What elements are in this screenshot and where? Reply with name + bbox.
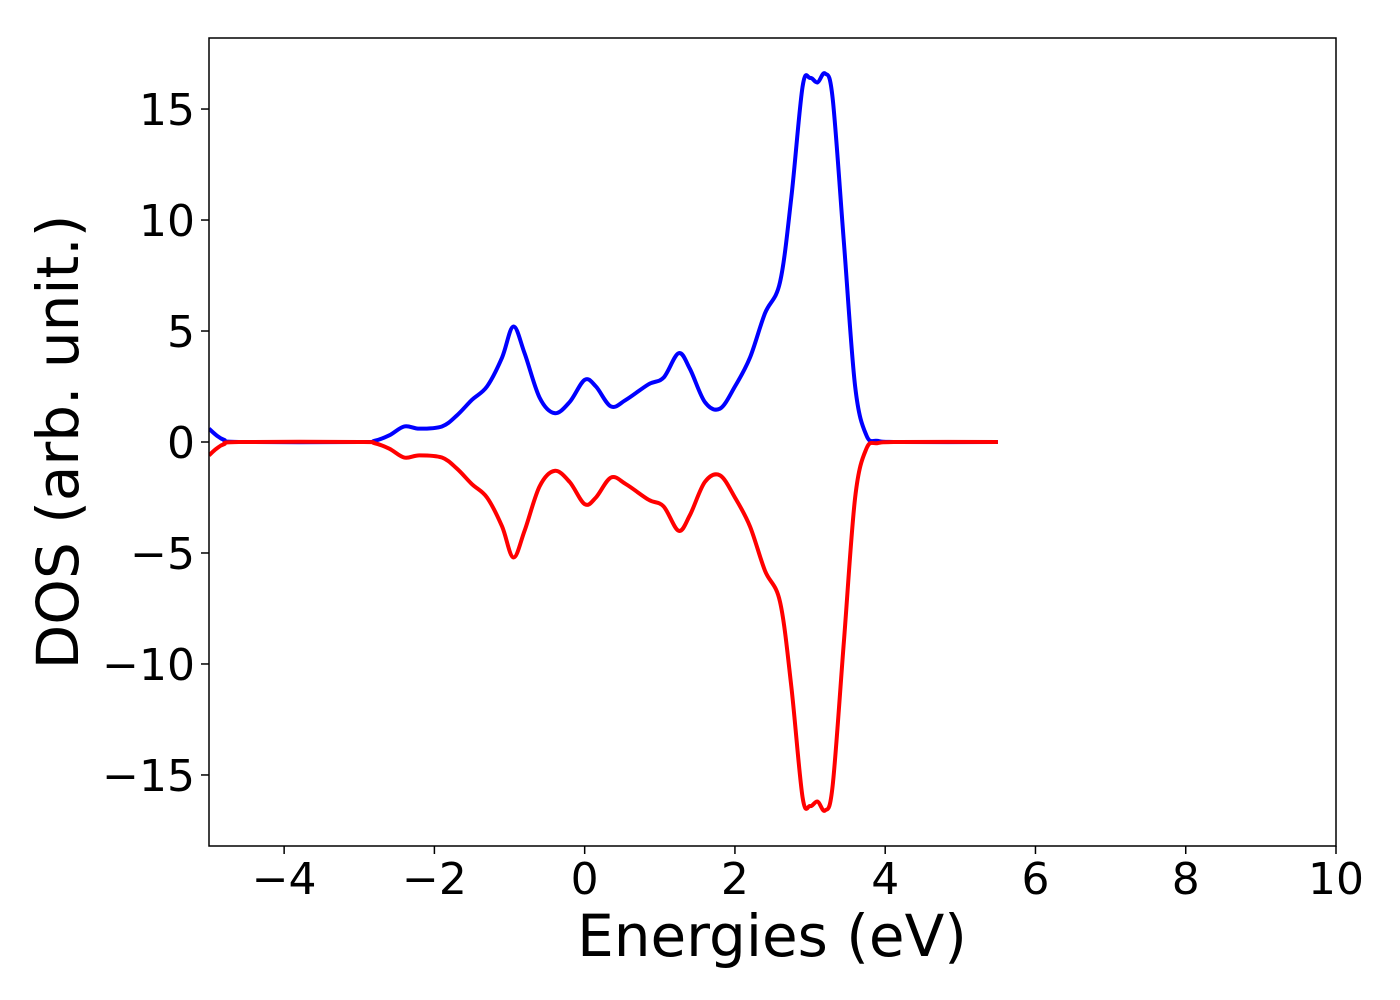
y-axis-label: DOS (arb. unit.) (24, 215, 92, 670)
series-line-0 (209, 71, 998, 445)
x-axis-ticks: −4 −2 0 2 4 6 8 10 (252, 846, 1364, 905)
y-tick-label: −15 (102, 751, 195, 802)
x-axis-label: Energies (eV) (577, 902, 967, 970)
y-tick-label: −10 (102, 640, 195, 691)
x-tick-label: 4 (871, 854, 899, 905)
y-tick-label: −5 (130, 529, 195, 580)
x-tick-label: −4 (252, 854, 317, 905)
y-tick-label: 15 (139, 85, 195, 136)
series-layer (209, 71, 998, 813)
y-tick-label: 0 (167, 418, 195, 469)
y-tick-label: 5 (167, 307, 195, 358)
series-line-1 (209, 439, 998, 813)
x-tick-label: −2 (402, 854, 467, 905)
y-axis-ticks: 15 10 5 0 −5 −10 −15 (102, 85, 209, 802)
x-tick-label: 8 (1172, 854, 1200, 905)
x-tick-label: 6 (1021, 854, 1049, 905)
x-tick-label: 10 (1308, 854, 1364, 905)
x-tick-label: 0 (571, 854, 599, 905)
x-tick-label: 2 (721, 854, 749, 905)
y-tick-label: 10 (139, 196, 195, 247)
plot-frame (208, 37, 1337, 847)
